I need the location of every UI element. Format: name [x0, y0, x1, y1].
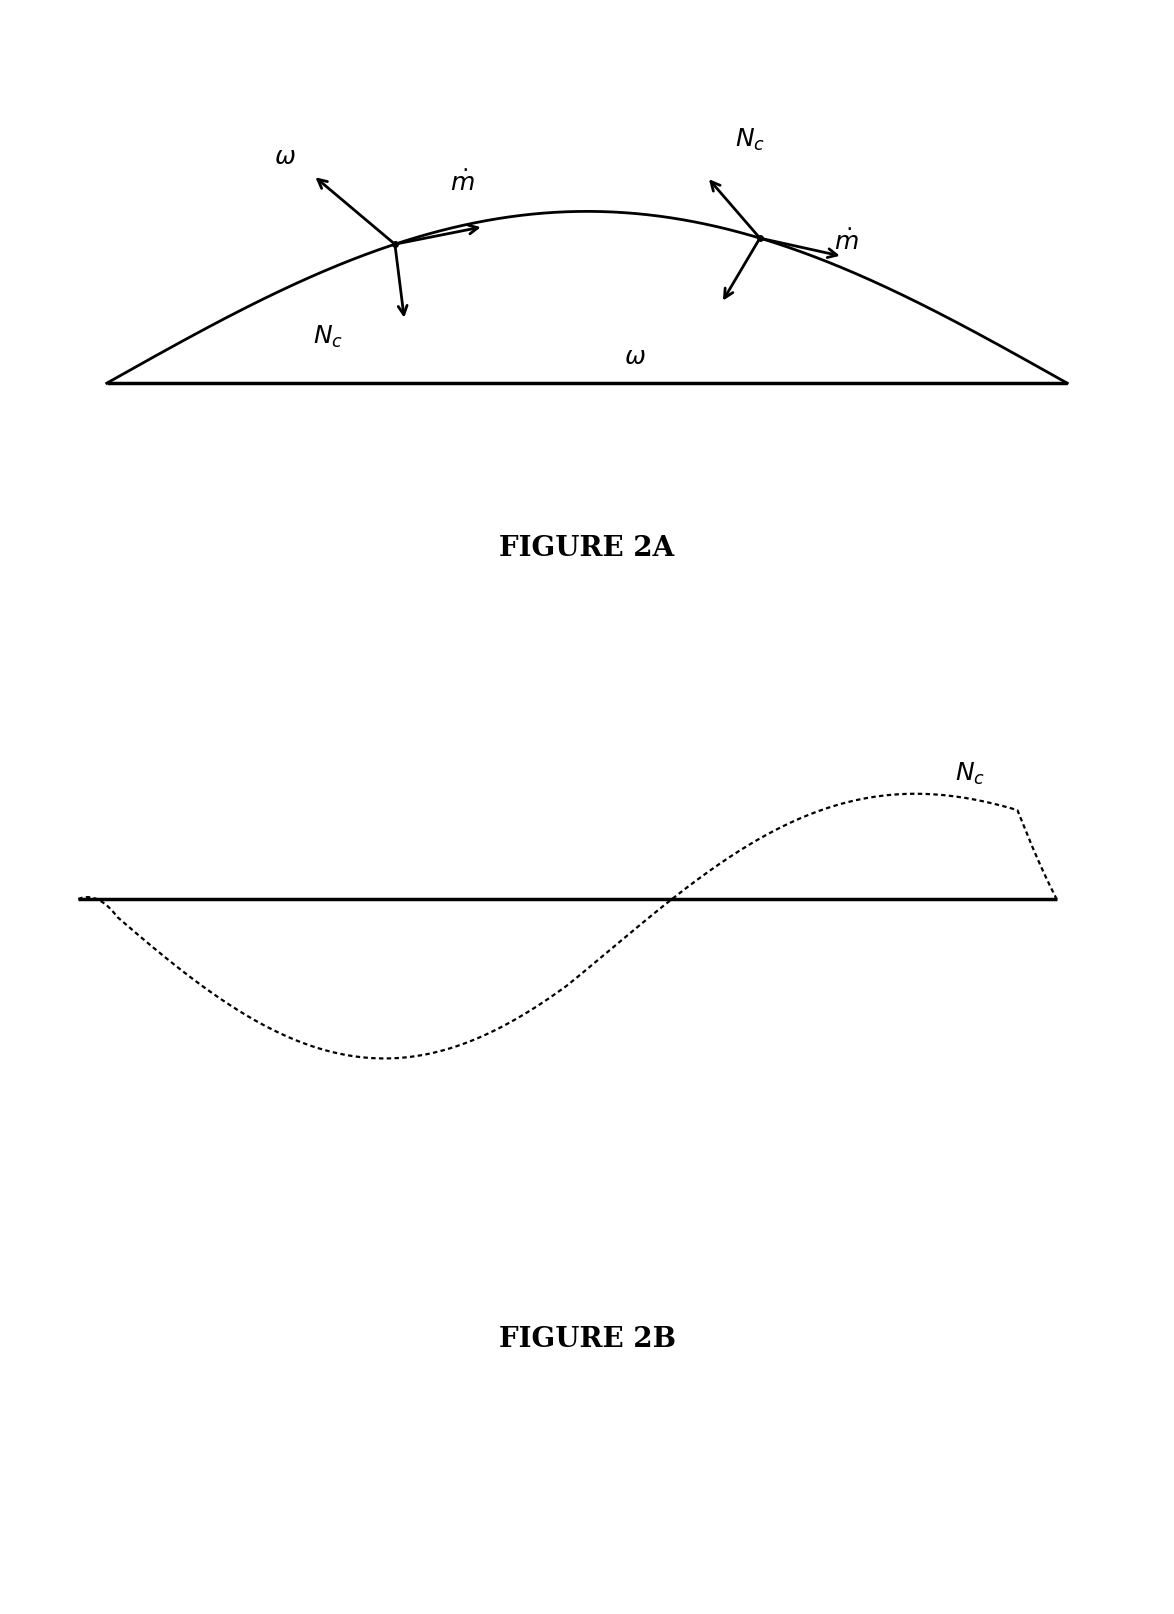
Text: $N_c$: $N_c$	[312, 323, 343, 350]
Text: FIGURE 2A: FIGURE 2A	[499, 536, 675, 562]
Text: $N_c$: $N_c$	[954, 762, 985, 788]
Text: $N_c$: $N_c$	[735, 126, 765, 153]
Text: $\omega$: $\omega$	[274, 145, 296, 169]
Text: $\dot{m}$: $\dot{m}$	[450, 169, 474, 195]
Text: $\omega$: $\omega$	[625, 345, 646, 370]
Text: $\dot{m}$: $\dot{m}$	[834, 229, 858, 255]
Text: FIGURE 2B: FIGURE 2B	[499, 1327, 675, 1353]
